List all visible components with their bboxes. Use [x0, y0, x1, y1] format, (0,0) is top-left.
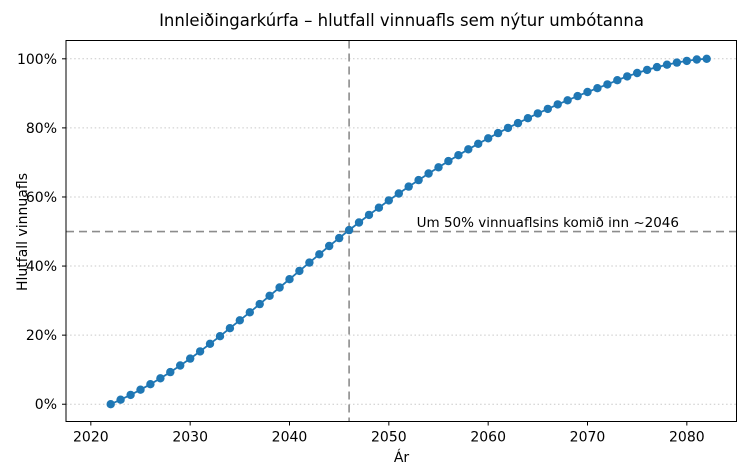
data-point — [354, 218, 364, 227]
data-point — [563, 96, 572, 105]
data-point — [523, 114, 533, 123]
data-point — [215, 332, 225, 341]
y-tick-label: 80% — [26, 121, 57, 137]
data-point — [205, 339, 215, 348]
data-point — [414, 175, 423, 185]
data-point — [493, 128, 503, 138]
data-point — [454, 151, 463, 160]
data-point — [434, 163, 443, 172]
data-point — [484, 134, 493, 143]
data-point — [543, 104, 552, 114]
data-point — [404, 182, 413, 191]
data-point — [702, 54, 711, 63]
y-tick-label: 100% — [17, 52, 57, 68]
x-axis-label: Ár — [393, 450, 410, 466]
data-point — [106, 400, 115, 409]
annotation: Um 50% vinnuaflsins komið inn ~2046 — [417, 215, 679, 231]
data-point — [126, 390, 135, 400]
y-tick-label: 40% — [26, 259, 57, 275]
x-tick-label: 2060 — [470, 430, 506, 446]
data-point — [344, 225, 354, 235]
data-point — [513, 118, 523, 128]
x-tick-label: 2020 — [73, 430, 109, 446]
data-point — [225, 324, 235, 333]
x-tick-label: 2070 — [570, 430, 606, 446]
data-point — [374, 203, 384, 212]
data-point — [573, 91, 582, 101]
data-point — [275, 283, 284, 292]
data-point — [623, 72, 632, 81]
data-point — [394, 189, 403, 198]
data-point — [603, 80, 612, 89]
data-point — [305, 258, 314, 267]
data-point — [195, 347, 205, 356]
data-point — [613, 76, 622, 85]
data-point — [285, 275, 294, 284]
chart-title: Innleiðingarkúrfa – hlutfall vinnuafls s… — [159, 11, 644, 30]
data-point — [255, 299, 264, 309]
y-tick-label: 20% — [26, 328, 57, 344]
data-point — [136, 385, 145, 394]
gridlines — [66, 58, 737, 405]
data-point — [444, 156, 453, 166]
reference-lines — [66, 40, 737, 422]
data-point — [335, 233, 344, 243]
data-point — [692, 55, 701, 64]
data-point — [186, 354, 195, 363]
data-point — [464, 145, 473, 154]
x-tick-label: 2040 — [272, 430, 308, 446]
data-point — [593, 84, 602, 93]
data-point — [156, 374, 165, 383]
data-point — [474, 139, 483, 148]
x-tick-label: 2050 — [371, 430, 407, 446]
y-axis-label: Hlutfall vinnuafls — [15, 173, 31, 292]
data-point — [503, 123, 513, 133]
data-point — [553, 100, 562, 109]
axes: 2020 2030 2040 2050 2060 2070 2080 0% 20% 40% 60% 8… — [17, 40, 737, 446]
data-point — [166, 367, 175, 377]
x-tick-label: 2030 — [172, 430, 208, 446]
data-point — [364, 210, 374, 220]
data-point — [682, 56, 691, 66]
data-point — [176, 361, 185, 370]
data-point — [583, 87, 592, 97]
data-point — [235, 316, 244, 325]
data-point — [116, 395, 125, 404]
data-point — [245, 308, 254, 317]
annotation-text: Um 50% vinnuaflsins komið inn ~2046 — [417, 215, 679, 231]
data-series — [106, 54, 711, 409]
data-point — [633, 68, 642, 78]
y-tick-label: 0% — [35, 397, 57, 413]
data-point — [325, 241, 334, 251]
data-point — [672, 58, 682, 67]
data-point — [533, 109, 542, 118]
data-point — [146, 380, 155, 389]
x-tick-label: 2080 — [669, 430, 705, 446]
plot-border — [65, 40, 737, 422]
data-point — [424, 169, 433, 178]
data-point — [642, 65, 652, 75]
data-point — [384, 196, 393, 205]
data-point — [662, 60, 672, 69]
data-point — [295, 266, 304, 276]
data-point — [265, 291, 274, 300]
data-point — [652, 62, 662, 72]
data-point — [315, 250, 324, 259]
y-tick-label: 60% — [26, 190, 57, 206]
